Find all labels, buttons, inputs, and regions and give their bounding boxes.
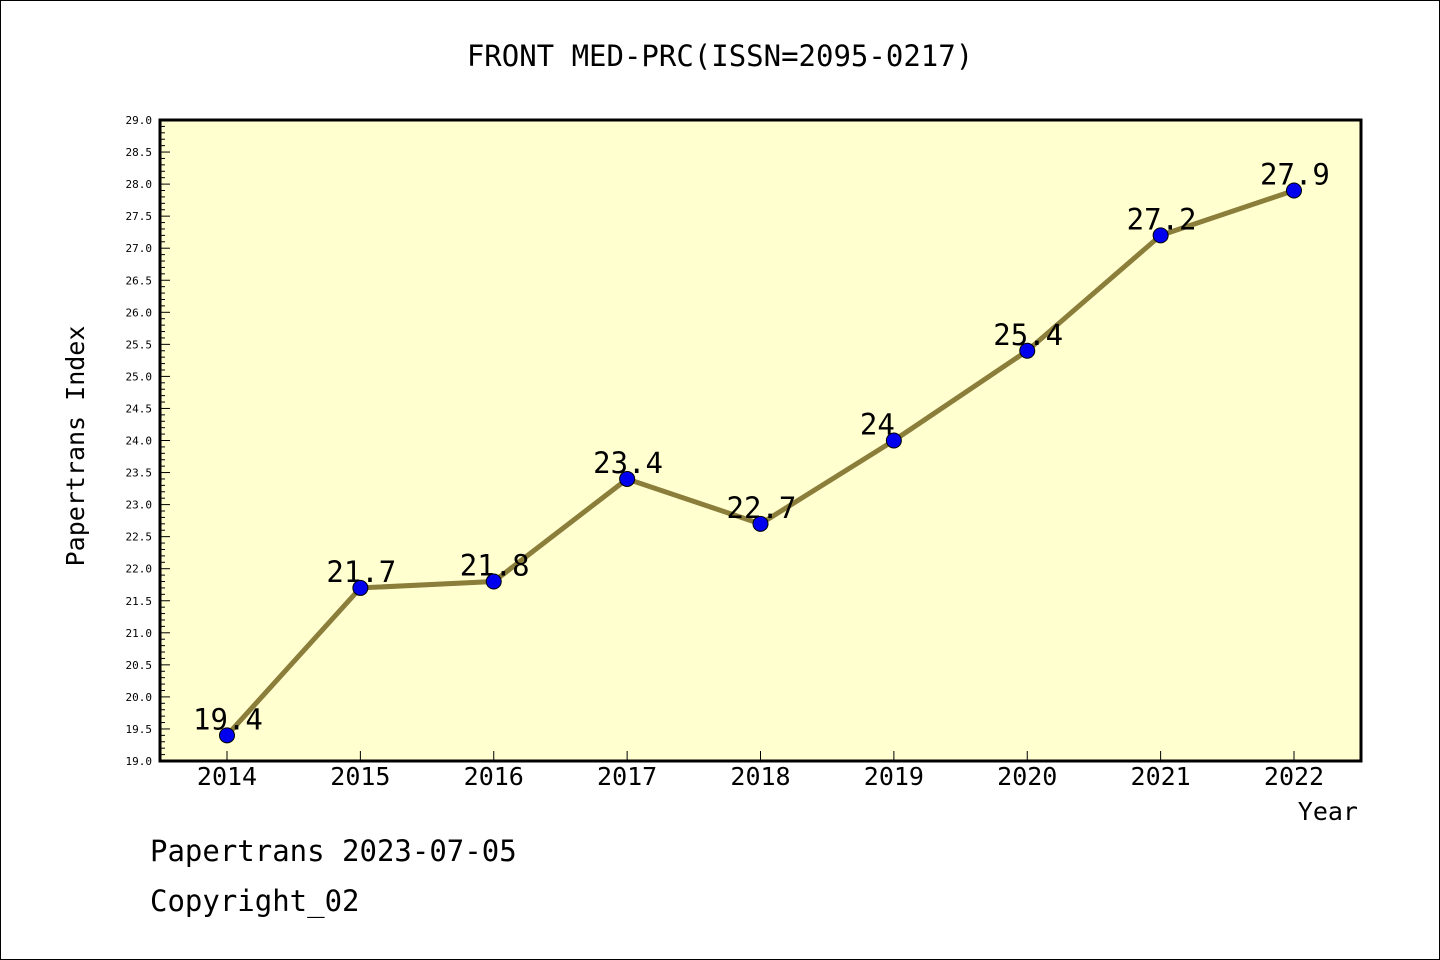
- data-point-marker: [1286, 182, 1302, 199]
- y-tick-label: 21.0: [126, 627, 153, 640]
- y-tick-label: 22.0: [126, 563, 153, 576]
- x-tick-label: 2022: [1264, 762, 1324, 791]
- x-tick-label: 2015: [330, 762, 390, 791]
- x-tick-label: 2017: [597, 762, 657, 791]
- y-tick-label: 19.5: [126, 723, 153, 736]
- y-tick-label: 29.0: [126, 114, 153, 127]
- y-tick-label: 25.5: [126, 338, 153, 351]
- y-tick-label: 23.0: [126, 499, 153, 512]
- footer-copyright-text: Copyright_02: [150, 884, 360, 918]
- data-point-marker: [885, 432, 902, 449]
- x-tick-label: 2016: [464, 762, 524, 791]
- y-tick-label: 23.5: [126, 467, 153, 480]
- y-tick-label: 19.0: [126, 755, 153, 768]
- y-tick-label: 24.0: [126, 435, 153, 448]
- y-tick-label: 20.0: [126, 691, 153, 704]
- x-axis-label: Year: [1298, 797, 1358, 826]
- chart-title: FRONT MED-PRC(ISSN=2095-0217): [467, 39, 973, 73]
- y-tick-label: 20.5: [126, 659, 153, 672]
- y-tick-label: 26.0: [126, 306, 153, 319]
- footer-date-text: Papertrans 2023-07-05: [150, 834, 517, 868]
- data-point-marker: [1152, 227, 1169, 244]
- y-axis: 19.0 19.5 20.0 20.5 21.0 21.5 22.0 22.5 23.0 23.5…: [126, 114, 170, 768]
- x-axis: 2014 2015 2016 2017 2018 2019 2020 2021 2022: [197, 751, 1324, 791]
- plot-area: [158, 118, 1363, 763]
- y-tick-label: 26.5: [126, 274, 153, 287]
- x-tick-label: 2019: [864, 762, 924, 791]
- data-point-marker: [352, 579, 369, 596]
- x-tick-label: 2020: [997, 762, 1057, 791]
- y-tick-label: 24.5: [126, 402, 153, 415]
- y-tick-label: 27.0: [126, 242, 153, 255]
- y-tick-label: 25.0: [126, 370, 153, 383]
- y-tick-label: 27.5: [126, 210, 153, 223]
- y-tick-label: 21.5: [126, 595, 153, 608]
- data-point-marker: [485, 573, 502, 590]
- y-tick-label: 22.5: [126, 531, 153, 544]
- x-tick-label: 2018: [730, 762, 790, 791]
- y-axis-label: Papertrans Index: [61, 326, 90, 567]
- y-tick-label: 28.0: [126, 178, 153, 191]
- data-point-marker: [619, 470, 636, 487]
- x-tick-label: 2014: [197, 762, 257, 791]
- data-point-marker: [752, 515, 769, 532]
- data-point-marker: [219, 727, 235, 744]
- data-point-marker: [1019, 342, 1036, 359]
- y-tick-label: 28.5: [126, 146, 153, 159]
- x-tick-label: 2021: [1131, 762, 1191, 791]
